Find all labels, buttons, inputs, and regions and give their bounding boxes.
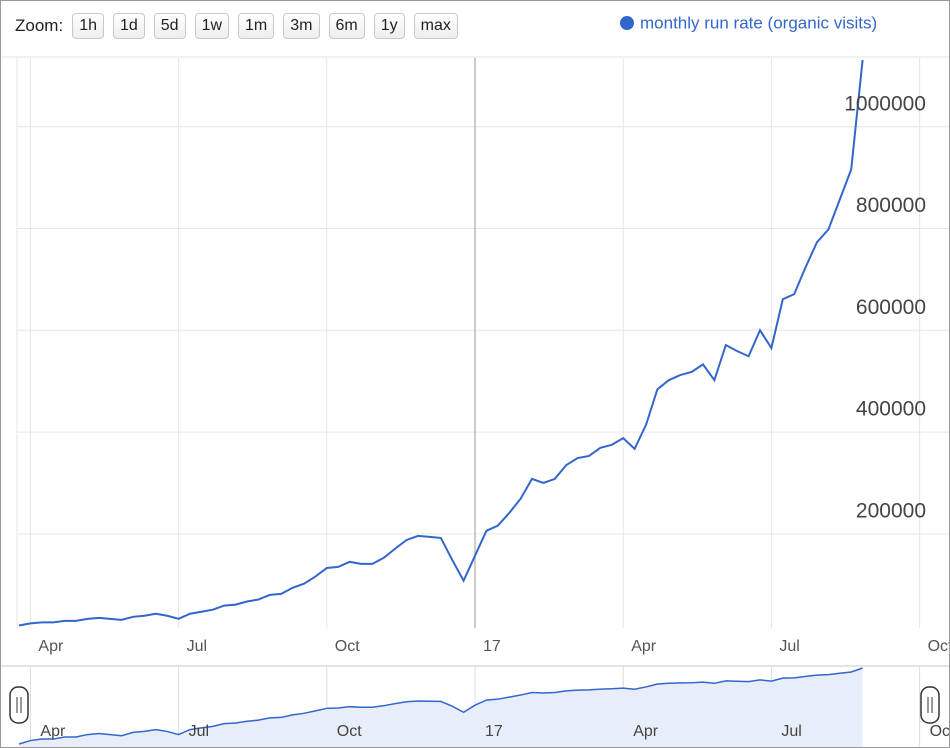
y-tick-label: 600000 bbox=[856, 296, 926, 319]
navigator-tick-label: Jul bbox=[189, 723, 209, 740]
legend-swatch bbox=[620, 16, 634, 30]
zoom-label: Zoom: bbox=[15, 16, 64, 35]
y-tick-label: 800000 bbox=[856, 194, 926, 217]
y-tick-label: 400000 bbox=[856, 398, 926, 421]
navigator-handle-left[interactable] bbox=[9, 686, 29, 724]
navigator-tick-label: 17 bbox=[485, 723, 503, 740]
zoom-button[interactable]: 1d bbox=[112, 13, 145, 39]
x-tick-label: Apr bbox=[631, 638, 657, 655]
x-tick-label: Jul bbox=[779, 638, 799, 655]
x-tick-label: 17 bbox=[483, 638, 501, 655]
zoom-button[interactable]: 6m bbox=[328, 13, 365, 39]
navigator-area bbox=[19, 668, 863, 747]
zoom-button[interactable]: 3m bbox=[283, 13, 320, 39]
navigator-line bbox=[18, 667, 863, 745]
navigator-tick-label: Jul bbox=[781, 723, 801, 740]
navigator-tick-label: Oct bbox=[930, 723, 949, 740]
navigator-tick-label: Apr bbox=[40, 723, 66, 740]
zoom-button[interactable]: 1w bbox=[194, 13, 230, 39]
navigator-tick-label: Apr bbox=[633, 723, 659, 740]
zoom-button[interactable]: 5d bbox=[153, 13, 186, 39]
x-tick-label: Oct bbox=[928, 638, 949, 655]
zoom-button[interactable]: 1y bbox=[373, 13, 405, 39]
zoom-button[interactable]: 1h bbox=[72, 13, 104, 39]
zoom-bar: Zoom: 1h 1d 5d 1w 1m 3m 6m 1y max bbox=[15, 13, 458, 39]
series-line bbox=[18, 59, 864, 627]
navigator-tick-label: Oct bbox=[337, 723, 362, 740]
x-tick-label: Apr bbox=[38, 638, 64, 655]
y-tick-label: 1000000 bbox=[844, 92, 926, 115]
zoom-button[interactable]: max bbox=[413, 13, 458, 39]
navigator-handle-right[interactable] bbox=[920, 686, 940, 724]
x-tick-label: Oct bbox=[335, 638, 360, 655]
x-tick-label: Jul bbox=[187, 638, 207, 655]
legend-label[interactable]: monthly run rate (organic visits) bbox=[640, 13, 877, 32]
zoom-button[interactable]: 1m bbox=[238, 13, 275, 39]
y-tick-label: 200000 bbox=[856, 499, 926, 522]
